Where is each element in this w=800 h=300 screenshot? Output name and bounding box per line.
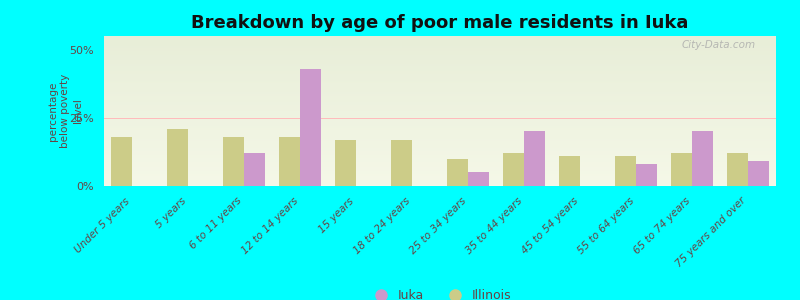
Bar	[110, 137, 132, 186]
Bar	[222, 137, 244, 186]
Title: Breakdown by age of poor male residents in Iuka: Breakdown by age of poor male residents …	[191, 14, 689, 32]
Bar	[614, 156, 636, 186]
Bar	[726, 153, 748, 186]
Bar	[636, 164, 658, 186]
Bar	[748, 161, 770, 186]
Bar	[558, 156, 580, 186]
Bar	[502, 153, 524, 186]
Bar	[692, 131, 714, 186]
Bar	[670, 153, 692, 186]
Bar	[166, 129, 188, 186]
Bar	[524, 131, 546, 186]
Bar	[334, 140, 356, 186]
Bar	[300, 69, 322, 186]
Text: City-Data.com: City-Data.com	[682, 40, 756, 50]
Bar	[446, 159, 468, 186]
Bar	[278, 137, 300, 186]
Bar	[468, 172, 490, 186]
Bar	[390, 140, 412, 186]
Legend: Iuka, Illinois: Iuka, Illinois	[364, 284, 516, 300]
Bar	[244, 153, 266, 186]
Y-axis label: percentage
below poverty
level: percentage below poverty level	[48, 74, 82, 148]
